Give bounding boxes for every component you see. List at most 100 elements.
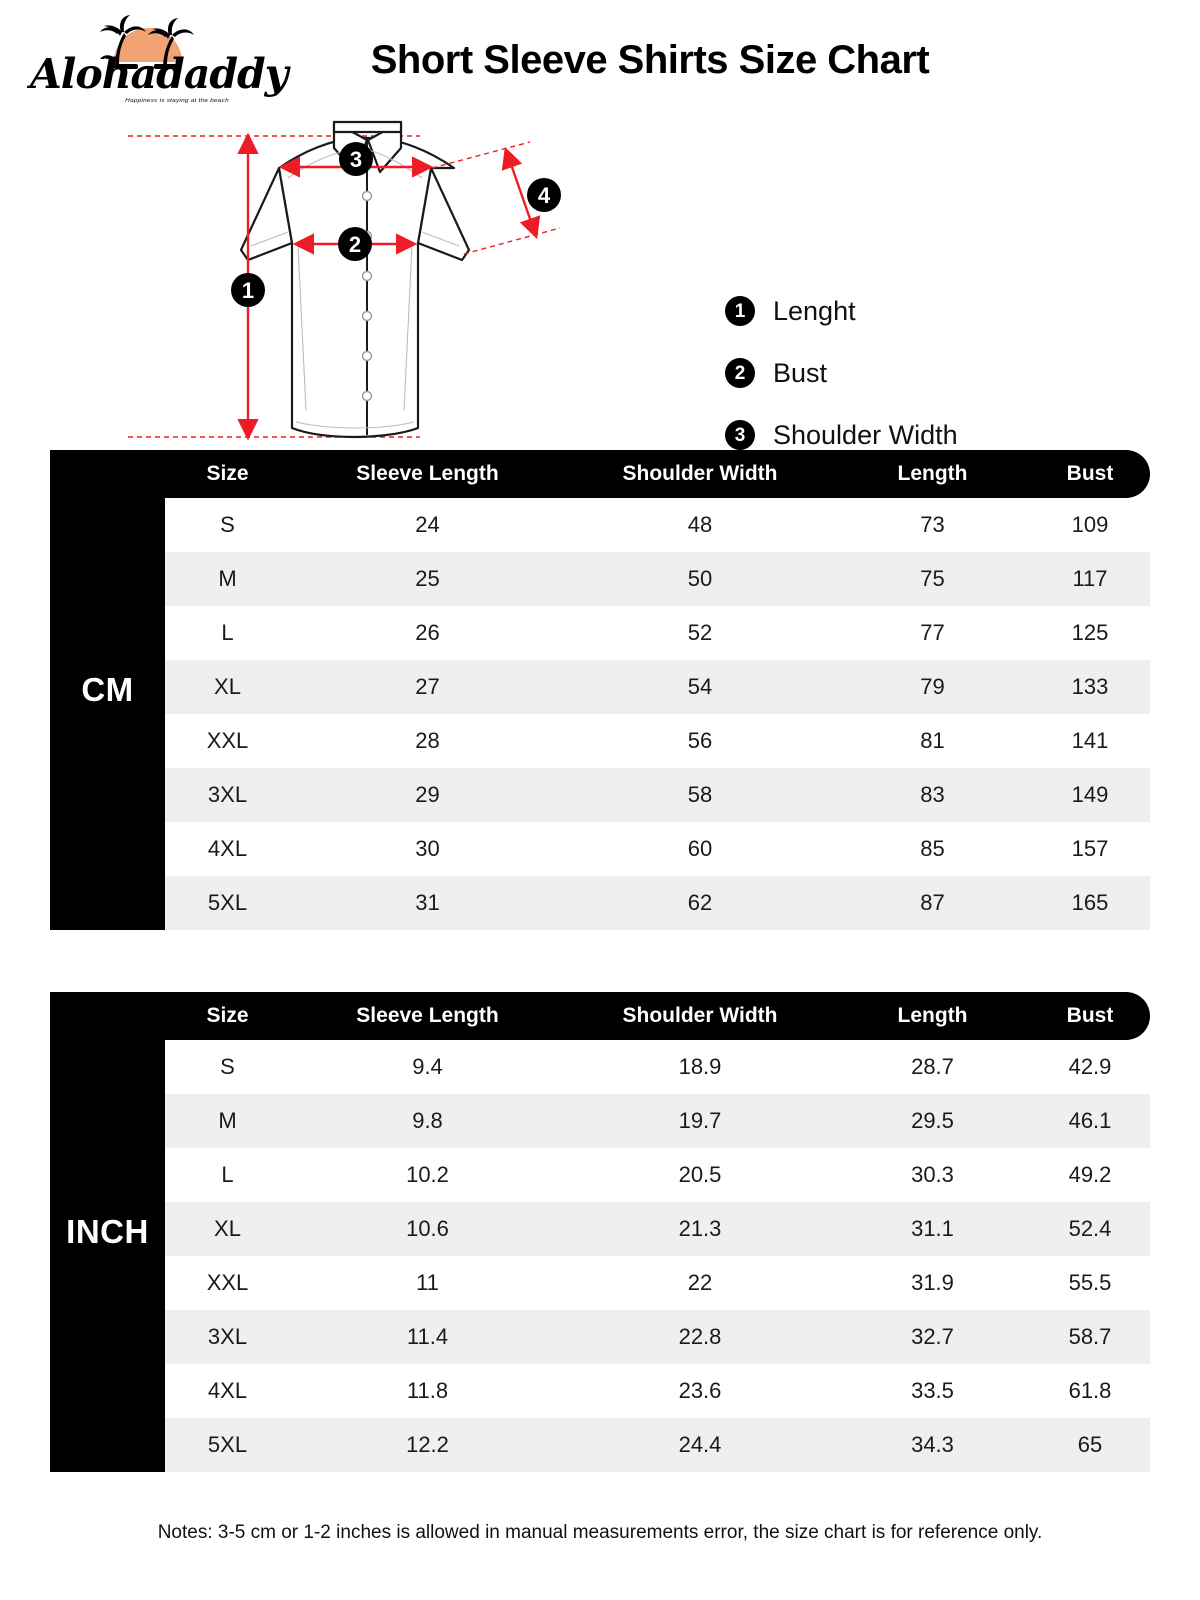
size-table-cm: CM Size Sleeve Length Shoulder Width Len… <box>50 450 1150 930</box>
col-header-shoulder-width: Shoulder Width <box>565 450 835 498</box>
cell-length: 30.3 <box>835 1148 1030 1202</box>
cell-bust: 165 <box>1030 876 1150 930</box>
cell-sleeve: 12.2 <box>290 1418 565 1472</box>
unit-cell-cm: CM <box>50 450 165 930</box>
cell-size: 4XL <box>165 822 290 876</box>
footer-notes: Notes: 3-5 cm or 1-2 inches is allowed i… <box>157 1522 1043 1543</box>
table-row: XXL 28 56 81 141 <box>50 714 1150 768</box>
cell-shoulder: 22.8 <box>565 1310 835 1364</box>
table-row: L 10.2 20.5 30.3 49.2 <box>50 1148 1150 1202</box>
cell-length: 73 <box>835 498 1030 552</box>
cell-size: M <box>165 1094 290 1148</box>
legend-bullet-3-icon: 3 <box>725 420 755 450</box>
svg-text:3: 3 <box>350 147 362 172</box>
cell-size: M <box>165 552 290 606</box>
cell-size: XL <box>165 660 290 714</box>
col-header-size: Size <box>165 992 290 1040</box>
legend-label-shoulder-width: Shoulder Width <box>773 419 958 450</box>
cell-size: L <box>165 1148 290 1202</box>
size-table-inch: INCH Size Sleeve Length Shoulder Width L… <box>50 992 1150 1472</box>
table-row: S 9.4 18.9 28.7 42.9 <box>50 1040 1150 1094</box>
page-title: Short Sleeve Shirts Size Chart <box>370 38 930 82</box>
shirt-measurement-diagram: 1 2 3 4 <box>128 120 561 441</box>
diagram-marker-4: 4 <box>527 178 561 212</box>
legend-bullet-1-icon: 1 <box>725 296 755 326</box>
cell-shoulder: 48 <box>565 498 835 552</box>
cell-bust: 65 <box>1030 1418 1150 1472</box>
cell-bust: 46.1 <box>1030 1094 1150 1148</box>
unit-label-cm: CM <box>50 671 165 709</box>
cell-bust: 125 <box>1030 606 1150 660</box>
table-row: L 26 52 77 125 <box>50 606 1150 660</box>
cell-bust: 55.5 <box>1030 1256 1150 1310</box>
cell-sleeve: 11.4 <box>290 1310 565 1364</box>
sleeve-length-arrow <box>501 146 541 240</box>
palm-trees-sun-icon <box>100 15 194 69</box>
cell-shoulder: 54 <box>565 660 835 714</box>
brand-wordmark: Alohadaddy <box>30 50 289 98</box>
cell-shoulder: 52 <box>565 606 835 660</box>
col-header-length: Length <box>835 450 1030 498</box>
table-header-row: INCH Size Sleeve Length Shoulder Width L… <box>50 992 1150 1472</box>
cell-bust: 141 <box>1030 714 1150 768</box>
cell-shoulder: 20.5 <box>565 1148 835 1202</box>
cell-shoulder: 21.3 <box>565 1202 835 1256</box>
cell-shoulder: 50 <box>565 552 835 606</box>
cell-shoulder: 22 <box>565 1256 835 1310</box>
cell-sleeve: 31 <box>290 876 565 930</box>
cell-bust: 42.9 <box>1030 1040 1150 1094</box>
legend-bullet-2-icon: 2 <box>725 358 755 388</box>
cell-shoulder: 18.9 <box>565 1040 835 1094</box>
svg-text:2: 2 <box>349 232 361 257</box>
cell-length: 31.1 <box>835 1202 1030 1256</box>
cell-bust: 133 <box>1030 660 1150 714</box>
svg-text:4: 4 <box>538 183 551 208</box>
cell-shoulder: 58 <box>565 768 835 822</box>
cell-length: 33.5 <box>835 1364 1030 1418</box>
cell-sleeve: 10.2 <box>290 1148 565 1202</box>
table-row: 5XL 12.2 24.4 34.3 65 <box>50 1418 1150 1472</box>
cell-bust: 157 <box>1030 822 1150 876</box>
legend-label-length: Lenght <box>773 295 856 326</box>
cell-size: 3XL <box>165 1310 290 1364</box>
table-row: XL 10.6 21.3 31.1 52.4 <box>50 1202 1150 1256</box>
inch-table-wrapper: INCH Size Sleeve Length Shoulder Width L… <box>50 992 1150 1472</box>
cell-sleeve: 29 <box>290 768 565 822</box>
col-header-sleeve-length: Sleeve Length <box>290 450 565 498</box>
table-header-row: CM Size Sleeve Length Shoulder Width Len… <box>50 450 1150 930</box>
diagram-marker-3: 3 <box>339 142 373 176</box>
cell-bust: 109 <box>1030 498 1150 552</box>
table-row: 4XL 30 60 85 157 <box>50 822 1150 876</box>
cell-length: 75 <box>835 552 1030 606</box>
cell-size: 5XL <box>165 876 290 930</box>
cell-length: 29.5 <box>835 1094 1030 1148</box>
table-spacer <box>0 930 1200 992</box>
table-row: S 24 48 73 109 <box>50 498 1150 552</box>
cell-length: 32.7 <box>835 1310 1030 1364</box>
cell-size: L <box>165 606 290 660</box>
table-row: M 9.8 19.7 29.5 46.1 <box>50 1094 1150 1148</box>
cell-length: 31.9 <box>835 1256 1030 1310</box>
cell-length: 34.3 <box>835 1418 1030 1472</box>
brand-tagline: Happiness is staying at the beach <box>125 97 229 104</box>
diagram-marker-2: 2 <box>338 227 372 261</box>
col-header-sleeve-length: Sleeve Length <box>290 992 565 1040</box>
legend-item-length: 1 Lenght <box>725 280 1145 342</box>
table-row: 3XL 29 58 83 149 <box>50 768 1150 822</box>
cell-bust: 49.2 <box>1030 1148 1150 1202</box>
cell-length: 85 <box>835 822 1030 876</box>
legend-label-bust: Bust <box>773 357 828 388</box>
cell-sleeve: 11 <box>290 1256 565 1310</box>
cell-shoulder: 24.4 <box>565 1418 835 1472</box>
cell-sleeve: 27 <box>290 660 565 714</box>
col-header-length: Length <box>835 992 1030 1040</box>
legend-item-shoulder-width: 3 Shoulder Width <box>725 404 1145 466</box>
diagram-marker-1: 1 <box>231 273 265 307</box>
cell-shoulder: 60 <box>565 822 835 876</box>
col-header-shoulder-width: Shoulder Width <box>565 992 835 1040</box>
page-header: Alohadaddy Happiness is staying at the b… <box>0 0 1200 110</box>
cell-sleeve: 28 <box>290 714 565 768</box>
cell-length: 81 <box>835 714 1030 768</box>
cell-sleeve: 9.8 <box>290 1094 565 1148</box>
cell-sleeve: 30 <box>290 822 565 876</box>
